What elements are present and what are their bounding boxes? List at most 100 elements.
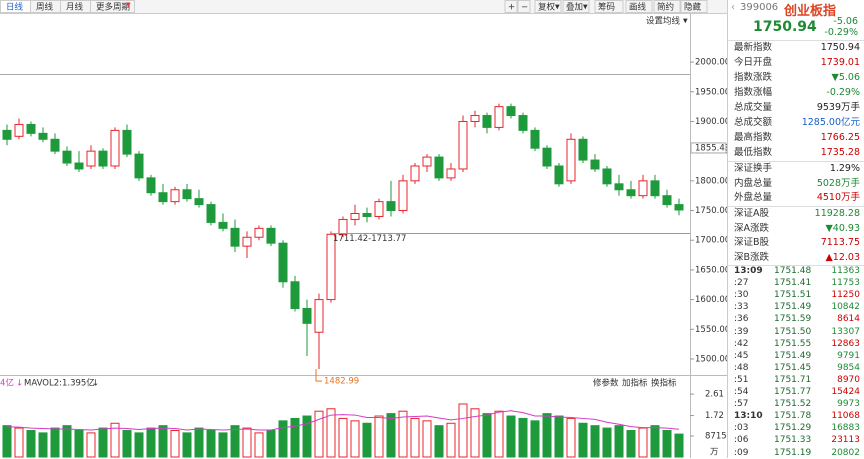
tab-label[interactable]: 月线 <box>66 2 84 13</box>
stat-row: 总成交额 1285.00亿元 <box>734 116 860 130</box>
stat-label: 深证B股 <box>734 237 770 248</box>
volume-bar <box>410 417 420 458</box>
tool-button[interactable] <box>517 0 531 13</box>
tool-label[interactable]: 画线 <box>629 2 647 13</box>
stat-row: 最新指数 1750.94 <box>734 41 860 55</box>
volume-ma-name: MAVOL2:1.395亿 <box>24 378 95 389</box>
tool-button[interactable] <box>680 0 708 13</box>
volume-bar <box>638 427 648 458</box>
tab-label[interactable]: 周线 <box>36 2 54 13</box>
candle-body <box>278 242 288 283</box>
tick-price: 1751.52 <box>774 399 812 410</box>
stat-value: 7113.75 <box>820 237 860 248</box>
stat-label: 今日开盘 <box>734 57 773 68</box>
y-tick-label: 1700.00 <box>695 236 727 246</box>
stat-row: 指数涨幅 -0.29% <box>734 86 860 100</box>
back-arrow[interactable]: ‹ <box>731 2 735 13</box>
tick-price: 1751.48 <box>774 266 812 276</box>
candle-body <box>26 123 36 134</box>
candle-body <box>566 138 576 182</box>
tab-label[interactable]: 更多周期 <box>96 2 130 13</box>
tick-volume: 11068 <box>831 411 860 422</box>
volume-bar <box>206 429 216 458</box>
volume-ma-line <box>6 410 680 431</box>
stat-row: 深证换手 1.29% <box>734 162 860 176</box>
tool-label[interactable]: − <box>521 3 528 13</box>
tick-price: 1751.45 <box>774 362 812 373</box>
volume-bar <box>254 432 264 458</box>
volume-bar <box>146 427 156 458</box>
stat-value: 1.29% <box>829 163 860 174</box>
y-tick-label: 2.61 <box>705 390 724 400</box>
y-tick-label: 1550.00 <box>695 325 727 335</box>
tick-row: :36 1751.59 8614 <box>734 313 860 325</box>
tab[interactable] <box>90 0 135 13</box>
tool-label[interactable]: 复权 <box>538 2 556 13</box>
candle-body <box>230 227 240 247</box>
candle-body <box>350 213 360 220</box>
candle-body <box>182 189 192 200</box>
dropdown-arrow: ▼ <box>555 4 560 11</box>
tool-label[interactable]: + <box>508 3 515 13</box>
candle-body <box>362 213 372 217</box>
tool-label[interactable]: 筹码 <box>598 2 615 13</box>
y-tick-label: 1500.00 <box>695 354 727 364</box>
candle-body <box>158 192 168 203</box>
tool-label[interactable]: 简约 <box>657 2 674 13</box>
y-tick-label: 2000.00 <box>695 58 727 68</box>
stat-value: 1739.01 <box>820 57 860 68</box>
candle-body <box>302 308 312 324</box>
low-label: 1482.99 <box>324 377 359 387</box>
tick-row: 13:10 1751.78 11068 <box>734 410 860 422</box>
stat-row: 深A涨跌 ▼40.93 <box>734 222 860 236</box>
volume-bar <box>74 429 84 458</box>
tab-label[interactable]: 日线 <box>6 2 24 13</box>
tool-button[interactable] <box>562 0 590 13</box>
tick-row: :39 1751.50 13307 <box>734 326 860 338</box>
tool-button[interactable] <box>625 0 653 13</box>
candle-body <box>338 218 348 235</box>
tool-button[interactable] <box>594 0 624 13</box>
tool-button[interactable] <box>504 0 518 13</box>
candle-body <box>410 165 420 182</box>
volume-bar <box>158 425 168 458</box>
dropdown-arrow: ▼ <box>583 4 588 11</box>
dropdown-arrow: ▼ <box>683 18 688 25</box>
indicator-button[interactable]: 换指标 <box>651 378 677 389</box>
indicator-button[interactable]: 加指标 <box>622 378 648 389</box>
stat-label: 深证A股 <box>734 208 769 219</box>
tick-time: :57 <box>734 399 749 410</box>
candle-body <box>206 204 216 223</box>
candle-body <box>146 177 156 194</box>
volume-bar <box>650 425 660 458</box>
y-tick-label: 1650.00 <box>695 265 727 275</box>
tool-label[interactable]: 叠加 <box>566 2 583 13</box>
stat-row: 今日开盘 1739.01 <box>734 56 860 70</box>
candle-body <box>530 129 540 149</box>
tick-row: :48 1751.45 9854 <box>734 362 860 374</box>
stat-row: 深证B股 7113.75 <box>734 236 860 250</box>
tick-volume: 9791 <box>837 350 860 361</box>
separator <box>728 40 864 41</box>
indicator-button[interactable]: 修参数 <box>593 378 619 389</box>
tool-button[interactable] <box>534 0 562 13</box>
candle-body <box>266 227 276 244</box>
tick-row: :03 1751.29 16883 <box>734 422 860 434</box>
candle-body <box>518 115 528 131</box>
candle-body <box>614 183 624 191</box>
volume-bar <box>278 420 288 458</box>
candle-body <box>554 165 564 185</box>
tick-time: :48 <box>734 362 749 373</box>
volume-bar <box>398 410 408 458</box>
ma-setting[interactable]: 设置均线 <box>646 16 681 27</box>
candle-body <box>470 115 480 122</box>
change-pct: -0.29% <box>824 27 858 38</box>
tick-volume: 11250 <box>831 290 860 301</box>
candle-body <box>374 201 384 217</box>
tool-label[interactable]: 隐藏 <box>684 2 702 13</box>
tool-button[interactable] <box>653 0 681 13</box>
stat-value: ▼40.93 <box>825 222 860 234</box>
stat-row: 深B涨跌 ▲12.03 <box>734 251 860 265</box>
candle-body <box>134 153 144 179</box>
